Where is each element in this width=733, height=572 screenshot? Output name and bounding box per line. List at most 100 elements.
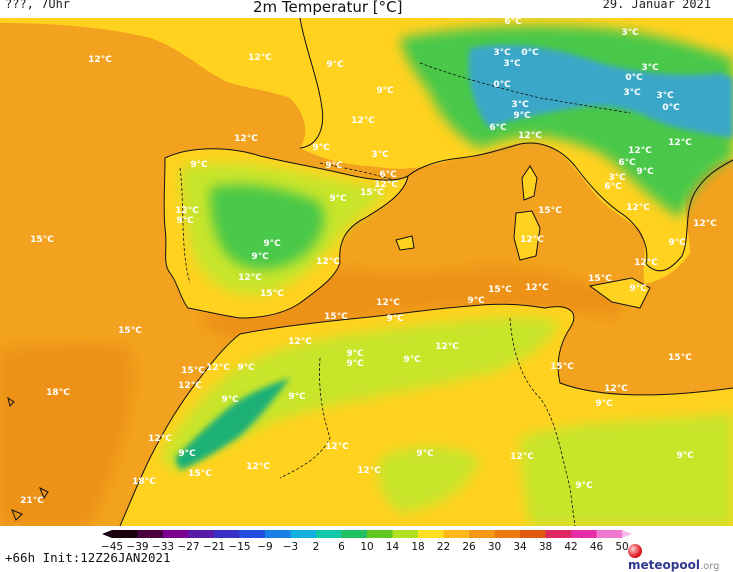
temp-label: 15°C: [538, 206, 562, 216]
temp-label: 12°C: [604, 384, 628, 394]
legend-swatch: [163, 530, 189, 538]
temp-label: 12°C: [628, 146, 652, 156]
temp-label: 9°C: [376, 86, 394, 96]
temp-label: 9°C: [263, 239, 281, 249]
temp-label: 3°C: [623, 88, 641, 98]
warm-sea-southwest: [0, 343, 133, 526]
temp-label: 9°C: [221, 395, 239, 405]
legend-swatch: [520, 530, 546, 538]
temp-label: 15°C: [181, 366, 205, 376]
temp-label: 0°C: [521, 48, 539, 58]
temp-label: 9°C: [513, 111, 531, 121]
legend-min-arrow: [102, 530, 112, 538]
temp-label: 9°C: [178, 449, 196, 459]
temp-label: 9°C: [575, 481, 593, 491]
legend-swatch: [545, 530, 572, 538]
temp-label: 12°C: [520, 235, 544, 245]
legend-tick: 26: [462, 541, 476, 553]
temp-label: 9°C: [403, 355, 421, 365]
legend-swatch: [137, 530, 164, 538]
temp-label: 12°C: [325, 442, 349, 452]
legend-tick: 10: [360, 541, 373, 553]
temp-label: 12°C: [374, 180, 398, 190]
legend-tick: 46: [590, 541, 604, 553]
legend-tick: 22: [437, 541, 450, 553]
temp-label: 12°C: [634, 258, 658, 268]
legend-swatch: [418, 530, 444, 538]
temp-label: 15°C: [324, 312, 348, 322]
temp-label: 3°C: [493, 48, 511, 58]
temp-label: 9°C: [329, 194, 347, 204]
temp-label: 18°C: [132, 477, 156, 487]
temp-label: 9°C: [288, 392, 306, 402]
temperature-labels: 12°C 12°C9°C6°C3°C3°C 0°C3°C0°C0°C3°C3°C 3°…: [20, 18, 717, 506]
temp-label: 9°C: [325, 161, 343, 171]
legend-swatch: [188, 530, 215, 538]
legend-swatch: [214, 530, 240, 538]
legend-tick: 50: [615, 541, 628, 553]
cool-zone-sahara-east: [520, 413, 733, 526]
temp-label: 15°C: [668, 353, 692, 363]
logo-dot-icon: [628, 544, 642, 558]
legend-tick: 30: [488, 541, 501, 553]
legend-tick: 18: [411, 541, 424, 553]
temp-label: 12°C: [234, 134, 258, 144]
legend-tick: −21: [203, 541, 225, 553]
island-corsica: [522, 166, 537, 200]
temp-label: 12°C: [376, 298, 400, 308]
temp-label: 12°C: [178, 381, 202, 391]
temp-label: 9°C: [416, 449, 434, 459]
legend-color-bar: [102, 530, 632, 538]
temp-label: 12°C: [248, 53, 272, 63]
legend-tick-labels: −45 −39 −33 −27 −21 −15 −9 −3 2 6 10 14 18 22 26 30 34 38…: [101, 541, 629, 553]
meteopool-logo[interactable]: meteopool.org: [628, 544, 733, 572]
island-sicily: [590, 278, 650, 308]
temp-label: 15°C: [550, 362, 574, 372]
legend-tick: 6: [338, 541, 345, 553]
legend-tick: −27: [177, 541, 199, 553]
legend-tick: 14: [386, 541, 400, 553]
temp-label: 12°C: [525, 283, 549, 293]
temp-label: 9°C: [636, 167, 654, 177]
temp-label: 15°C: [488, 285, 512, 295]
temp-label: 18°C: [46, 388, 70, 398]
temp-label: 12°C: [668, 138, 692, 148]
island-mallorca: [396, 236, 414, 250]
legend-swatch: [494, 530, 521, 538]
temp-label: 3°C: [641, 63, 659, 73]
legend-swatch: [265, 530, 291, 538]
temp-label: 12°C: [357, 466, 381, 476]
temp-label: 15°C: [30, 235, 54, 245]
legend-swatch: [341, 530, 368, 538]
temp-label: 0°C: [493, 80, 511, 90]
temp-label: 6°C: [618, 158, 636, 168]
temp-label: 12°C: [316, 257, 340, 267]
temp-label: 12°C: [148, 434, 172, 444]
temp-label: 6°C: [379, 170, 397, 180]
temp-label: 12°C: [238, 273, 262, 283]
temp-label: 9°C: [346, 349, 364, 359]
cold-zone-iberia-meseta: [210, 184, 324, 270]
legend-swatch: [443, 530, 470, 538]
temp-label: 12°C: [626, 203, 650, 213]
legend-tick: −9: [257, 541, 272, 553]
logo-suffix: .org: [699, 561, 720, 572]
legend-swatch: [316, 530, 342, 538]
legend-swatch: [469, 530, 495, 538]
temp-label: 12°C: [435, 342, 459, 352]
temp-label: 3°C: [371, 150, 389, 160]
temp-label: 9°C: [629, 284, 647, 294]
legend-tick: 2: [313, 541, 320, 553]
legend-swatch: [571, 530, 597, 538]
temp-label: 12°C: [693, 219, 717, 229]
color-scale-legend: −45 −39 −33 −27 −21 −15 −9 −3 2 6 10 14 18 22 26 30 34 38…: [101, 530, 632, 553]
temp-label: 12°C: [518, 131, 542, 141]
coastlines: [7, 18, 733, 526]
legend-tick: 42: [564, 541, 577, 553]
temp-label: 3°C: [511, 100, 529, 110]
temp-label: 6°C: [489, 123, 507, 133]
legend-tick: −3: [283, 541, 298, 553]
forecast-date: 29. Januar 2021: [602, 0, 711, 11]
forecast-time-label: ???, 7Uhr: [5, 0, 71, 11]
legend-swatch: [239, 530, 266, 538]
